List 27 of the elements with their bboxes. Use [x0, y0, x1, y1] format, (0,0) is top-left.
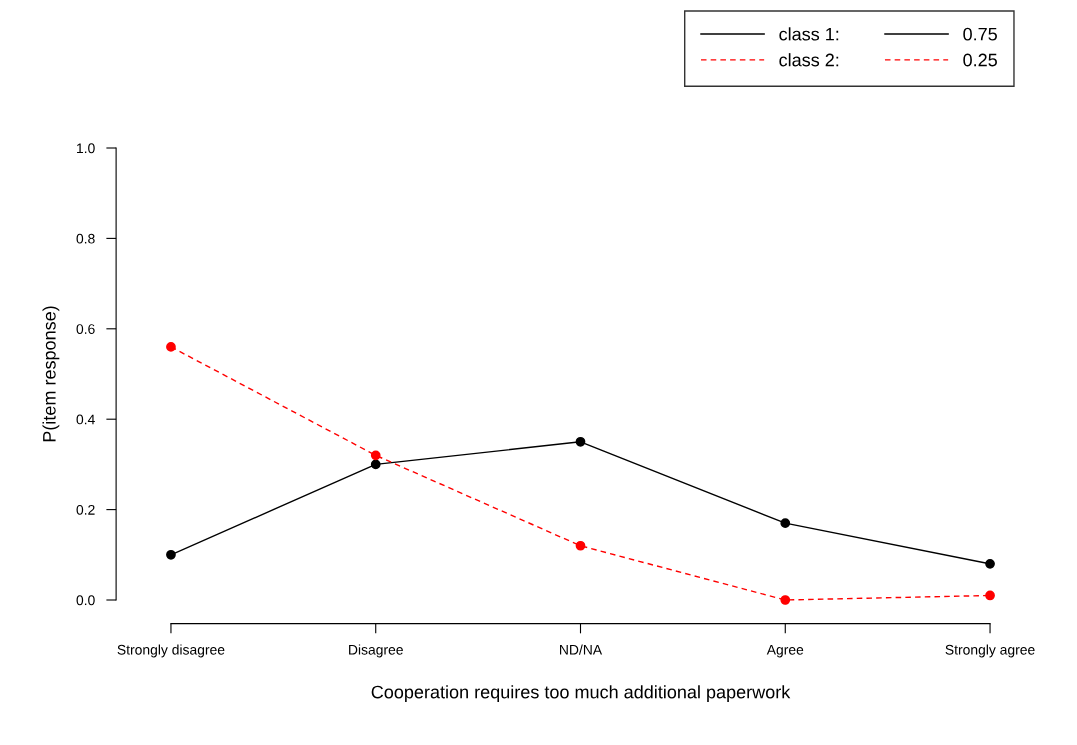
point — [370, 459, 381, 470]
x-tick-label: Disagree — [349, 644, 403, 658]
y-tick-label: 0.6 — [76, 324, 95, 334]
point — [780, 595, 791, 605]
x-tick-label: ND/NA — [560, 644, 603, 655]
point — [370, 450, 381, 461]
y-axis-title: P(item response) — [42, 306, 60, 442]
y-tick-label: 0.2 — [76, 504, 95, 515]
point — [166, 549, 176, 560]
y-tick-label: 0.8 — [76, 233, 95, 244]
x-tick-label: Strongly agree — [945, 644, 1035, 658]
text: 0.75 — [963, 27, 997, 41]
legend-label: class 1: — [779, 27, 839, 41]
point — [166, 342, 176, 352]
y-tick-label: 0.4 — [76, 414, 95, 425]
text: 0.25 — [963, 53, 997, 67]
x-tick-label: Agree — [766, 644, 804, 658]
y-tick-label: 0.0 — [76, 595, 95, 606]
y-tick-label: 1.0 — [77, 143, 95, 154]
point — [780, 518, 791, 529]
point — [985, 558, 995, 569]
point — [575, 436, 586, 447]
point — [575, 540, 586, 551]
x-axis-title: Cooperation requires too much additional paperwork — [371, 685, 791, 702]
x-tick-label: Strongly disagree — [117, 644, 225, 658]
point — [985, 590, 995, 601]
legend-label: class 2: — [779, 53, 839, 67]
